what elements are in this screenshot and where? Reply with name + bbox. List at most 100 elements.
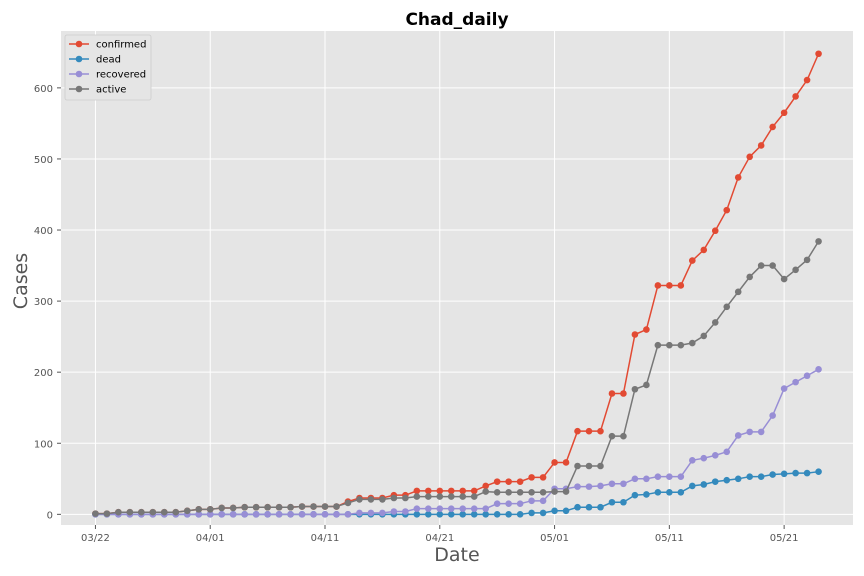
- data-point-dead: [666, 489, 673, 496]
- data-point-recovered: [252, 511, 260, 518]
- data-point-dead: [562, 507, 570, 515]
- data-point-dead: [425, 511, 432, 518]
- data-point-confirmed: [413, 487, 421, 495]
- data-point-active: [425, 493, 432, 500]
- data-point-dead: [597, 503, 604, 511]
- data-point-recovered: [574, 483, 581, 490]
- data-point-recovered: [470, 505, 478, 512]
- data-point-active: [631, 385, 639, 393]
- x-tick-label: 04/21: [425, 533, 454, 544]
- data-point-dead: [631, 491, 639, 499]
- series-layer: [92, 50, 822, 518]
- data-point-confirmed: [666, 282, 673, 289]
- data-point-active: [321, 503, 329, 510]
- data-point-active: [379, 496, 386, 503]
- data-point-recovered: [700, 454, 708, 462]
- legend-item-dead: dead: [69, 55, 121, 66]
- data-point-recovered: [516, 500, 524, 507]
- data-point-active: [103, 510, 111, 517]
- data-point-dead: [585, 503, 593, 511]
- data-point-confirmed: [689, 257, 696, 264]
- data-point-active: [574, 462, 581, 470]
- chart-title: Chad_daily: [405, 10, 508, 30]
- data-point-active: [539, 489, 547, 496]
- data-point-recovered: [723, 448, 731, 456]
- data-point-dead: [815, 468, 822, 475]
- legend-box: [64, 34, 152, 101]
- data-point-active: [551, 488, 558, 495]
- data-point-active: [689, 339, 696, 347]
- data-point-confirmed: [757, 142, 765, 149]
- data-point-dead: [677, 489, 685, 496]
- data-point-dead: [459, 511, 467, 518]
- data-point-active: [275, 503, 283, 511]
- data-point-dead: [493, 511, 501, 518]
- data-point-confirmed: [493, 478, 501, 485]
- data-point-confirmed: [574, 427, 581, 435]
- data-point-active: [746, 273, 753, 281]
- data-point-active: [700, 332, 708, 340]
- data-point-recovered: [379, 509, 386, 517]
- data-point-active: [413, 493, 421, 500]
- legend-marker: [75, 70, 83, 78]
- data-point-active: [229, 504, 237, 512]
- data-point-recovered: [482, 505, 490, 512]
- data-point-recovered: [264, 511, 271, 518]
- data-point-active: [597, 462, 604, 470]
- data-point-recovered: [769, 412, 776, 419]
- data-point-active: [367, 496, 375, 503]
- data-point-active: [654, 341, 662, 349]
- data-point-active: [298, 503, 306, 510]
- data-point-confirmed: [769, 123, 776, 131]
- data-point-confirmed: [734, 174, 742, 181]
- data-point-dead: [769, 471, 776, 478]
- data-point-confirmed: [677, 282, 685, 289]
- legend-label: dead: [96, 55, 121, 66]
- x-tick-label: 03/22: [81, 533, 110, 544]
- data-point-active: [470, 493, 478, 500]
- data-point-active: [528, 489, 535, 496]
- data-point-active: [734, 288, 742, 296]
- plot-area: [61, 31, 853, 525]
- data-point-dead: [689, 482, 696, 490]
- data-point-recovered: [620, 480, 627, 488]
- data-point-active: [723, 303, 731, 311]
- data-point-active: [138, 508, 145, 516]
- data-point-confirmed: [482, 482, 490, 490]
- data-point-confirmed: [711, 227, 719, 235]
- data-point-recovered: [195, 511, 203, 518]
- data-point-recovered: [356, 509, 363, 517]
- data-point-recovered: [585, 483, 593, 490]
- data-point-recovered: [493, 500, 501, 507]
- legend-label: confirmed: [96, 40, 146, 51]
- data-point-recovered: [298, 511, 306, 518]
- data-point-recovered: [436, 505, 444, 512]
- data-point-active: [161, 508, 168, 516]
- data-point-dead: [723, 476, 731, 484]
- legend-item-confirmed: confirmed: [69, 40, 146, 51]
- data-point-recovered: [275, 511, 283, 518]
- data-point-active: [218, 504, 225, 512]
- data-point-dead: [711, 478, 719, 485]
- data-point-active: [562, 488, 570, 495]
- data-point-dead: [528, 509, 535, 517]
- data-point-active: [792, 266, 799, 274]
- data-point-recovered: [505, 500, 512, 507]
- data-point-active: [780, 275, 788, 283]
- y-tick-label: 600: [34, 84, 53, 95]
- data-point-dead: [792, 469, 799, 477]
- data-point-active: [666, 341, 673, 349]
- series-active: [92, 238, 822, 517]
- data-point-confirmed: [803, 76, 811, 84]
- data-point-active: [390, 494, 398, 502]
- data-point-active: [608, 432, 616, 440]
- data-point-active: [195, 506, 203, 513]
- data-point-active: [310, 503, 317, 510]
- data-point-confirmed: [780, 109, 788, 117]
- x-tick-label: 05/11: [655, 533, 684, 544]
- data-point-confirmed: [585, 427, 593, 435]
- data-point-active: [126, 508, 134, 516]
- y-tick-label: 400: [34, 226, 53, 237]
- data-point-dead: [803, 469, 811, 477]
